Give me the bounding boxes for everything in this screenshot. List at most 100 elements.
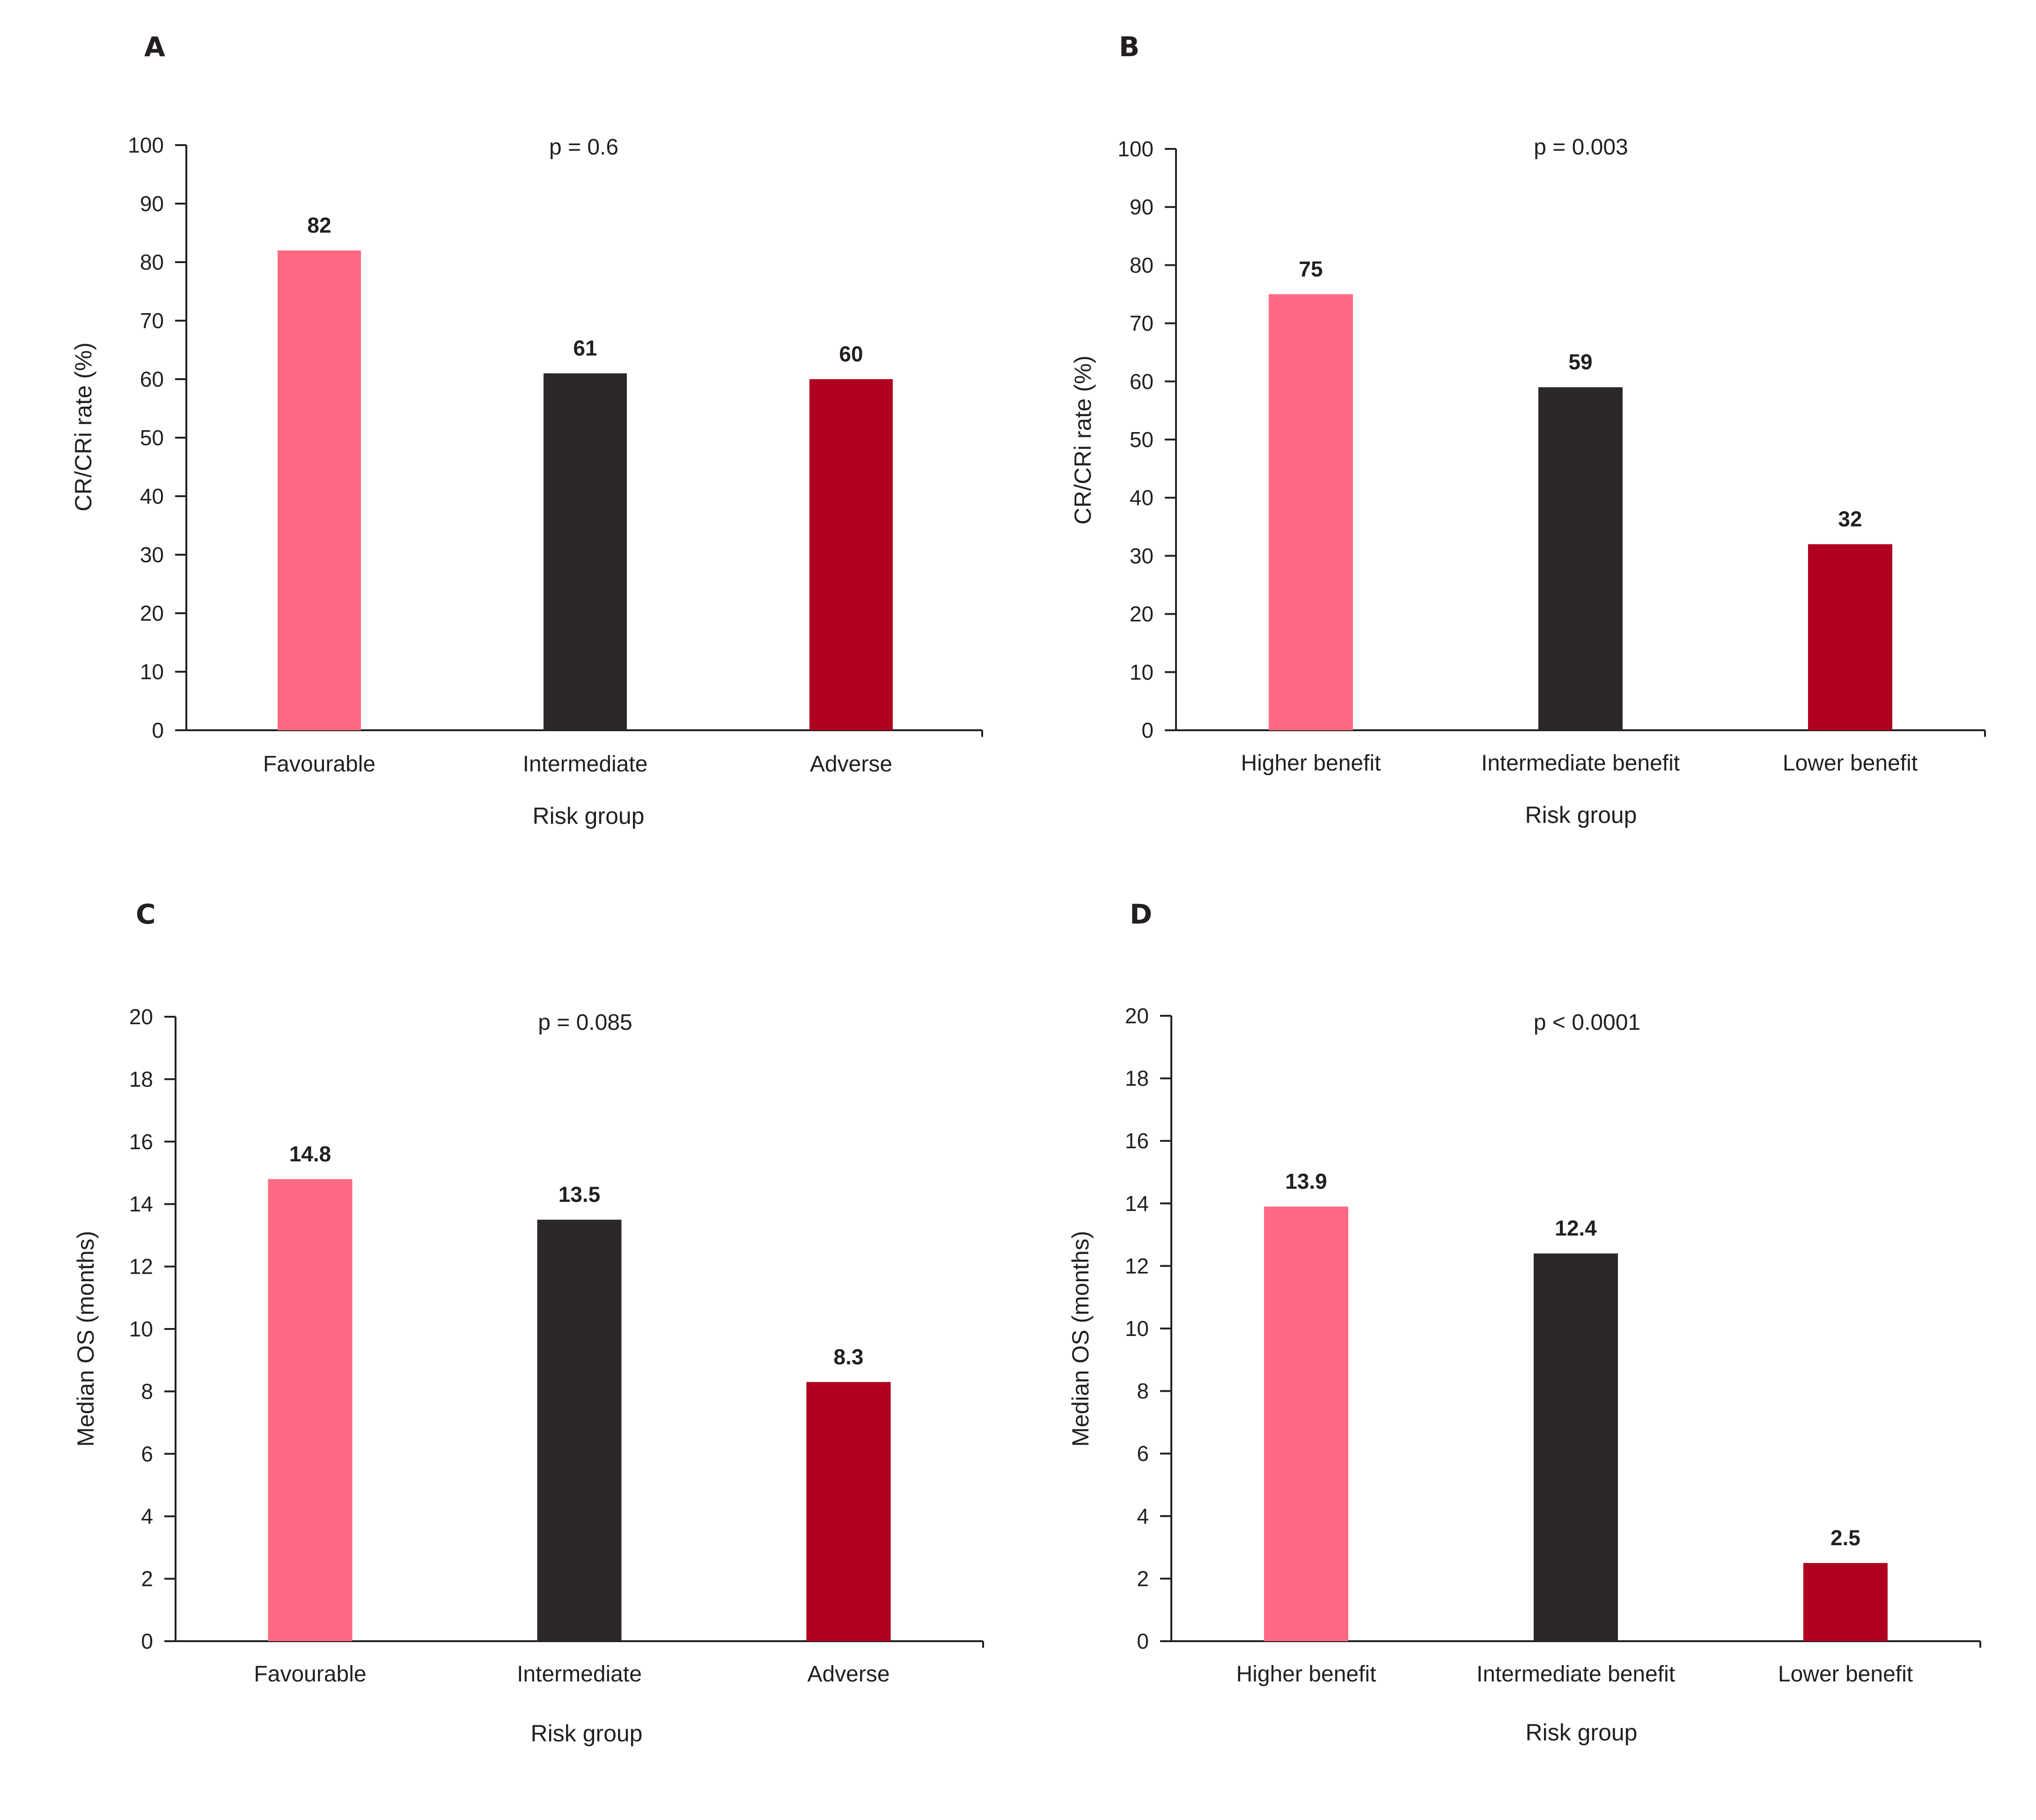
panel-c-bar	[268, 1179, 353, 1641]
panel-b-y-axis-title: CR/CRi rate (%)	[1070, 355, 1096, 524]
panel-c-bars	[268, 1179, 891, 1641]
panel-c-y-ticks: 0 2 4 6 8 10 12 14 16 18 20	[129, 1005, 176, 1653]
panel-a-bar	[809, 379, 893, 730]
panel-b-data-label: 75	[1299, 257, 1323, 281]
panel-d-y-ticks: 0 2 4 6 8 10 12 14 16 18 20	[1125, 1004, 1171, 1653]
panel-d-data-labels: 13.9 12.4 2.5	[1285, 1169, 1860, 1550]
panel-d-data-label: 13.9	[1285, 1169, 1327, 1193]
panel-d-data-label: 2.5	[1830, 1526, 1860, 1550]
panel-b-bar	[1269, 294, 1353, 730]
panel-c-category-labels: Favourable Intermediate Adverse	[254, 1662, 889, 1687]
panel-c-category-label: Intermediate	[517, 1662, 642, 1687]
panel-d-y-tick-label: 0	[1137, 1629, 1149, 1653]
panel-a-y-tick-label: 60	[140, 367, 164, 391]
panel-c-y-tick-label: 12	[129, 1255, 153, 1279]
panel-c-y-tick-label: 14	[129, 1192, 153, 1216]
panel-a-y-axis-title: CR/CRi rate (%)	[70, 342, 96, 511]
panel-b-category-label: Intermediate benefit	[1481, 751, 1680, 776]
panel-c: C p = 0.085 Risk group Median OS (months…	[73, 898, 984, 1747]
panel-a-category-label: Favourable	[263, 752, 375, 777]
panel-a-x-axis-title: Risk group	[533, 803, 645, 829]
panel-d-y-tick-label: 14	[1125, 1191, 1149, 1216]
panel-a-y-tick-label: 90	[140, 191, 164, 216]
panel-d-y-tick-label: 16	[1125, 1129, 1149, 1153]
panel-c-bar	[806, 1382, 891, 1641]
panel-a-y-tick-label: 70	[140, 308, 164, 333]
panel-d-y-axis-title: Median OS (months)	[1067, 1231, 1094, 1446]
panel-b-bar	[1538, 387, 1623, 730]
panel-b-p-value: p = 0.003	[1534, 135, 1628, 160]
panel-c-bar	[537, 1219, 622, 1641]
panel-c-data-label: 14.8	[289, 1142, 331, 1166]
panel-d-y-tick-label: 6	[1137, 1441, 1149, 1466]
panel-a-data-label: 61	[573, 336, 597, 360]
panel-b-category-labels: Higher benefit Intermediate benefit Lower …	[1241, 751, 1918, 776]
panel-b-y-ticks: 0 10 20 30 40 50 60 70 80 90 100	[1117, 137, 1176, 742]
panel-b-y-tick-label: 70	[1130, 311, 1154, 336]
panel-d-y-tick-label: 10	[1125, 1316, 1149, 1341]
panel-c-data-label: 13.5	[559, 1182, 601, 1207]
panel-b-bars	[1269, 294, 1892, 730]
panel-c-x-axis-title: Risk group	[531, 1720, 643, 1747]
panel-a-data-labels: 82 61 60	[307, 213, 863, 366]
panel-c-y-tick-label: 20	[129, 1005, 153, 1029]
panel-b-y-tick-label: 30	[1130, 543, 1154, 568]
panel-b-letter: B	[1119, 31, 1139, 63]
panel-b: B p = 0.003 Risk group CR/CRi rate (%) 0…	[1070, 31, 1986, 828]
panel-d-category-labels: Higher benefit Intermediate benefit Lower …	[1236, 1662, 1913, 1687]
panel-d-letter: D	[1130, 898, 1152, 930]
panel-b-y-tick-label: 20	[1130, 602, 1154, 626]
panel-c-data-label: 8.3	[834, 1344, 864, 1369]
panel-a-y-tick-label: 10	[140, 660, 164, 684]
panel-a-letter: A	[144, 31, 165, 63]
panel-d-y-tick-label: 4	[1137, 1504, 1149, 1528]
panel-d-category-label: Intermediate benefit	[1477, 1662, 1675, 1687]
panel-a-bar	[278, 250, 361, 730]
panel-b-y-tick-label: 10	[1130, 660, 1154, 684]
panel-d-bar	[1264, 1206, 1348, 1641]
panel-c-category-label: Adverse	[807, 1662, 889, 1687]
panel-d-y-tick-label: 12	[1125, 1254, 1149, 1278]
panel-d-y-tick-label: 8	[1137, 1379, 1149, 1403]
panel-a-y-tick-label: 20	[140, 601, 164, 625]
panel-b-data-labels: 75 59 32	[1299, 257, 1862, 531]
panel-d-p-value: p < 0.0001	[1534, 1010, 1640, 1035]
panel-b-y-tick-label: 40	[1130, 485, 1154, 510]
panel-b-data-label: 32	[1838, 507, 1862, 531]
panel-d: D p < 0.0001 Risk group Median OS (month…	[1067, 898, 1981, 1746]
panel-b-x-axis-title: Risk group	[1525, 802, 1637, 828]
panel-b-y-tick-label: 0	[1141, 718, 1154, 742]
panel-d-bar	[1803, 1563, 1888, 1641]
panel-b-y-tick-label: 80	[1130, 253, 1154, 277]
panel-a-bar	[544, 373, 627, 730]
panel-d-y-tick-label: 2	[1137, 1566, 1149, 1591]
panel-c-y-tick-label: 10	[129, 1317, 153, 1341]
panel-a-category-label: Adverse	[810, 752, 892, 777]
panel-a-y-tick-label: 50	[140, 426, 164, 450]
panel-b-category-label: Higher benefit	[1241, 751, 1381, 776]
panel-a-y-tick-label: 30	[140, 543, 164, 567]
panel-c-y-tick-label: 0	[141, 1629, 153, 1653]
panel-c-letter: C	[136, 898, 156, 930]
panel-a-data-label: 82	[307, 213, 331, 237]
panel-d-y-tick-label: 18	[1125, 1066, 1149, 1091]
panel-a-y-tick-label: 100	[128, 133, 164, 157]
panel-d-category-label: Lower benefit	[1778, 1662, 1913, 1687]
panel-c-y-axis-title: Median OS (months)	[73, 1231, 99, 1446]
panel-c-y-tick-label: 2	[141, 1567, 153, 1591]
panel-a: A p = 0.6 Risk group CR/CRi rate (%) 0 10…	[70, 31, 983, 829]
panel-c-y-tick-label: 16	[129, 1130, 153, 1154]
panel-d-x-axis-title: Risk group	[1526, 1719, 1638, 1746]
panel-c-category-label: Favourable	[254, 1662, 366, 1687]
panel-b-y-tick-label: 60	[1130, 369, 1154, 394]
panel-d-category-label: Higher benefit	[1236, 1662, 1376, 1687]
panel-b-y-tick-label: 100	[1117, 137, 1154, 161]
panel-a-y-tick-label: 40	[140, 484, 164, 508]
panel-d-bars	[1264, 1206, 1888, 1641]
panel-b-bar	[1808, 544, 1892, 730]
panel-a-data-label: 60	[839, 342, 863, 366]
panel-d-bar	[1534, 1253, 1618, 1641]
panel-a-category-label: Intermediate	[523, 752, 648, 777]
panel-b-y-tick-label: 50	[1130, 427, 1154, 452]
